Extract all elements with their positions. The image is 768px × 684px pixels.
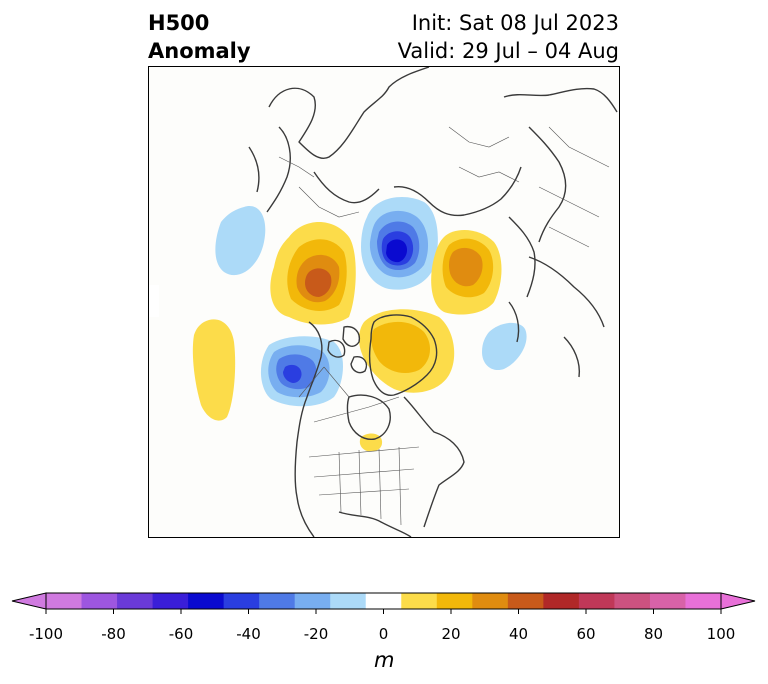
title-line-1: H500 [148, 11, 210, 35]
colorbar-bin [685, 593, 722, 609]
anomaly-shading [149, 197, 527, 452]
colorbar-bin [649, 593, 686, 609]
colorbar-extend-low [11, 592, 47, 610]
positive-anomaly-hudson-bay [359, 433, 383, 452]
map-dates: Init: Sat 08 Jul 2023 Valid: 29 Jul – 04… [398, 9, 619, 65]
colorbar-tick-label: -60 [168, 625, 194, 643]
map-edge-blank [149, 285, 159, 317]
positive-anomaly-central-canada [270, 222, 356, 325]
colorbar-extend-high [720, 592, 756, 610]
colorbar-bin [472, 593, 509, 609]
negative-anomaly-west-pacific [215, 206, 266, 276]
colorbar-bin [117, 593, 154, 609]
political-borders [278, 126, 610, 526]
colorbar-tick-label: -20 [303, 625, 329, 643]
negative-anomaly-aleutian [482, 322, 527, 371]
colorbar-bin [294, 593, 331, 609]
map-canvas [149, 67, 618, 537]
positive-anomaly-eastern-siberia [431, 230, 502, 315]
colorbar-tick-label: 100 [706, 625, 736, 643]
colorbar-tick-label: -40 [236, 625, 261, 643]
colorbar-tick-label: 40 [508, 625, 529, 643]
init-date: Init: Sat 08 Jul 2023 [411, 11, 619, 35]
colorbar-unit: m [374, 648, 395, 672]
colorbar-bin [152, 593, 189, 609]
colorbar-bin [365, 593, 402, 609]
colorbar-tick-label: -80 [101, 625, 126, 643]
colorbar-bin [188, 593, 225, 609]
colorbar-bins [46, 593, 722, 609]
positive-anomaly-north-pacific [192, 319, 236, 421]
negative-anomaly-gulf-of-alaska [260, 336, 344, 407]
colorbar-bin [81, 593, 118, 609]
colorbar-bin [507, 593, 544, 609]
colorbar-tick-label: -100 [28, 625, 64, 643]
coastlines [248, 67, 618, 537]
colorbar [11, 592, 756, 614]
title-line-2: Anomaly [148, 39, 251, 63]
colorbar-bin [46, 593, 83, 609]
colorbar-tick-label: 80 [643, 625, 664, 643]
colorbar-bin [436, 593, 473, 609]
colorbar-bin [223, 593, 260, 609]
negative-anomaly-polar [361, 197, 438, 290]
colorbar-bin [330, 593, 367, 609]
colorbar-bin [578, 593, 615, 609]
colorbar-tick-label: 0 [378, 625, 389, 643]
colorbar-bin [401, 593, 438, 609]
colorbar-ticks [45, 609, 722, 614]
valid-date-range: Valid: 29 Jul – 04 Aug [397, 39, 619, 63]
colorbar-tick-label: 60 [576, 625, 596, 643]
map-title: H500 Anomaly [148, 9, 251, 65]
anomaly-map [148, 66, 620, 538]
colorbar-bin [543, 593, 580, 609]
colorbar-bin [259, 593, 296, 609]
colorbar-bin [614, 593, 651, 609]
colorbar-tick-label: 20 [441, 625, 461, 643]
